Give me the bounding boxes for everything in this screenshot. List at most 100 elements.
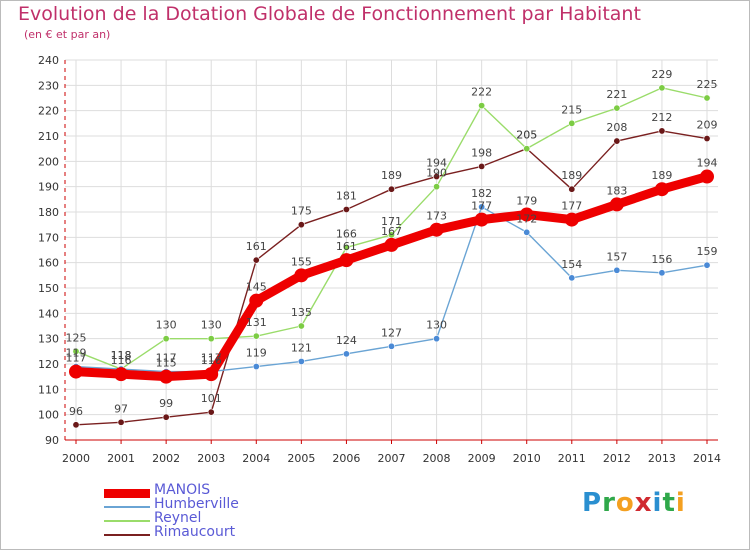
data-point-reynel [207, 335, 215, 343]
data-label-humberville: 117 [201, 352, 222, 365]
data-point-humberville [342, 350, 350, 358]
data-label-rimaucourt: 181 [336, 189, 357, 202]
x-tick-label: 2009 [468, 452, 496, 465]
legend-swatch [104, 488, 150, 498]
chart-title: Evolution de la Dotation Globale de Fonc… [18, 3, 641, 25]
x-tick-label: 2000 [62, 452, 90, 465]
x-tick-label: 2004 [242, 452, 270, 465]
data-label-manois: 189 [651, 169, 672, 182]
chart-subtitle: (en € et par an) [24, 28, 111, 41]
data-point-humberville [613, 266, 621, 274]
data-label-manois: 115 [156, 357, 177, 370]
data-label-reynel: 222 [471, 86, 492, 99]
y-tick-label: 220 [38, 105, 59, 118]
data-point-reynel [433, 183, 441, 191]
data-label-manois: 183 [606, 184, 627, 197]
data-label-humberville: 159 [697, 245, 718, 258]
data-label-humberville: 124 [336, 334, 357, 347]
x-tick-label: 2003 [197, 452, 225, 465]
data-label-humberville: 119 [246, 347, 267, 360]
data-label-humberville: 117 [156, 352, 177, 365]
data-point-reynel [523, 145, 531, 153]
data-point-manois [429, 222, 444, 237]
y-tick-label: 120 [38, 358, 59, 371]
data-label-reynel: 130 [156, 319, 177, 332]
legend-label: MANOIS [154, 482, 211, 498]
data-label-manois: 177 [561, 200, 582, 213]
data-point-rimaucourt [703, 135, 711, 143]
data-point-rimaucourt [72, 421, 80, 429]
data-label-humberville: 182 [471, 187, 492, 200]
data-label-rimaucourt: 97 [114, 402, 128, 415]
data-label-manois: 179 [516, 195, 537, 208]
data-point-manois [204, 367, 219, 382]
data-label-reynel: 171 [381, 215, 402, 228]
data-label-humberville: 127 [381, 326, 402, 339]
y-tick-label: 210 [38, 130, 59, 143]
data-point-rimaucourt [207, 408, 215, 416]
data-point-rimaucourt [568, 185, 576, 193]
data-label-rimaucourt: 208 [606, 121, 627, 134]
data-label-reynel: 166 [336, 227, 357, 240]
data-point-humberville [252, 363, 260, 371]
data-point-manois [384, 237, 399, 252]
data-point-rimaucourt [117, 418, 125, 426]
axes: 90 100 110 120 130 140 150 160 170 180 190 200 210 22… [38, 54, 721, 465]
data-point-rimaucourt [297, 221, 305, 229]
x-tick-label: 2006 [332, 452, 360, 465]
data-point-rimaucourt [387, 185, 395, 193]
data-point-reynel [478, 102, 486, 110]
x-tick-label: 2005 [287, 452, 315, 465]
y-tick-label: 190 [38, 181, 59, 194]
data-label-reynel: 221 [606, 88, 627, 101]
x-tick-label: 2002 [152, 452, 180, 465]
x-tick-label: 2001 [107, 452, 135, 465]
data-point-rimaucourt [478, 162, 486, 170]
data-label-manois: 117 [66, 352, 87, 365]
data-label-rimaucourt: 175 [291, 205, 312, 218]
data-label-manois: 161 [336, 240, 357, 253]
data-point-humberville [568, 274, 576, 282]
data-point-manois [564, 212, 579, 227]
data-label-rimaucourt: 212 [651, 111, 672, 124]
y-tick-label: 180 [38, 206, 59, 219]
data-label-reynel: 190 [426, 167, 447, 180]
data-label-rimaucourt: 161 [246, 240, 267, 253]
data-point-rimaucourt [162, 413, 170, 421]
x-tick-label: 2010 [513, 452, 541, 465]
y-tick-label: 240 [38, 54, 59, 67]
data-point-reynel [162, 335, 170, 343]
data-label-humberville: 154 [561, 258, 582, 271]
data-label-humberville: 172 [516, 212, 537, 225]
y-tick-label: 100 [38, 409, 59, 422]
logo-letter: i [652, 488, 663, 518]
y-tick-label: 130 [38, 333, 59, 346]
x-tick-label: 2013 [648, 452, 676, 465]
data-point-reynel [703, 94, 711, 102]
data-point-reynel [613, 104, 621, 112]
data-label-manois: 116 [201, 354, 222, 367]
x-tick-label: 2007 [378, 452, 406, 465]
data-label-rimaucourt: 96 [69, 405, 83, 418]
data-label-rimaucourt: 99 [159, 397, 173, 410]
logo-letter: o [615, 488, 635, 518]
legend-swatch [104, 520, 150, 522]
x-tick-label: 2014 [693, 452, 721, 465]
data-point-rimaucourt [342, 205, 350, 213]
logo-letter: r [602, 488, 616, 518]
data-label-humberville: 157 [606, 250, 627, 263]
data-point-humberville [433, 335, 441, 343]
data-point-manois [294, 268, 309, 283]
data-point-reynel [342, 243, 350, 251]
data-label-rimaucourt: 189 [381, 169, 402, 182]
data-point-reynel [658, 84, 666, 92]
data-label-rimaucourt: 209 [697, 119, 718, 132]
y-tick-label: 160 [38, 257, 59, 270]
data-label-manois: 194 [697, 157, 718, 170]
data-label-reynel: 130 [201, 319, 222, 332]
data-point-manois [159, 369, 174, 384]
data-label-rimaucourt: 205 [516, 129, 537, 142]
